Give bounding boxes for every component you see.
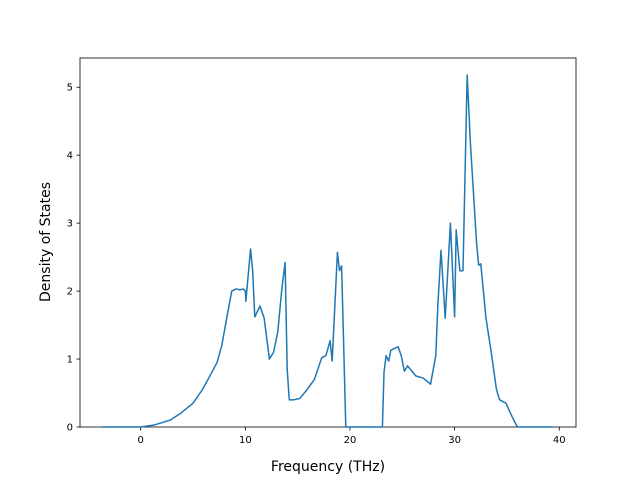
y-tick-label: 3 (67, 219, 73, 230)
x-tick-label: 30 (448, 435, 461, 446)
x-axis-label: Frequency (THz) (271, 459, 385, 475)
y-tick-label: 1 (67, 355, 73, 366)
y-tick-label: 2 (67, 287, 73, 298)
line (101, 74, 553, 428)
y-tick-label: 4 (67, 151, 73, 162)
x-tick-label: 40 (553, 435, 566, 446)
x-tick-label: 20 (344, 435, 357, 446)
x-tick-label: 10 (239, 435, 252, 446)
y-tick-label: 0 (67, 423, 73, 434)
y-axis-label: Density of States (38, 182, 54, 302)
y-tick-label: 5 (67, 83, 73, 94)
x-tick-label: 0 (138, 435, 144, 446)
axes-frame (79, 57, 577, 428)
